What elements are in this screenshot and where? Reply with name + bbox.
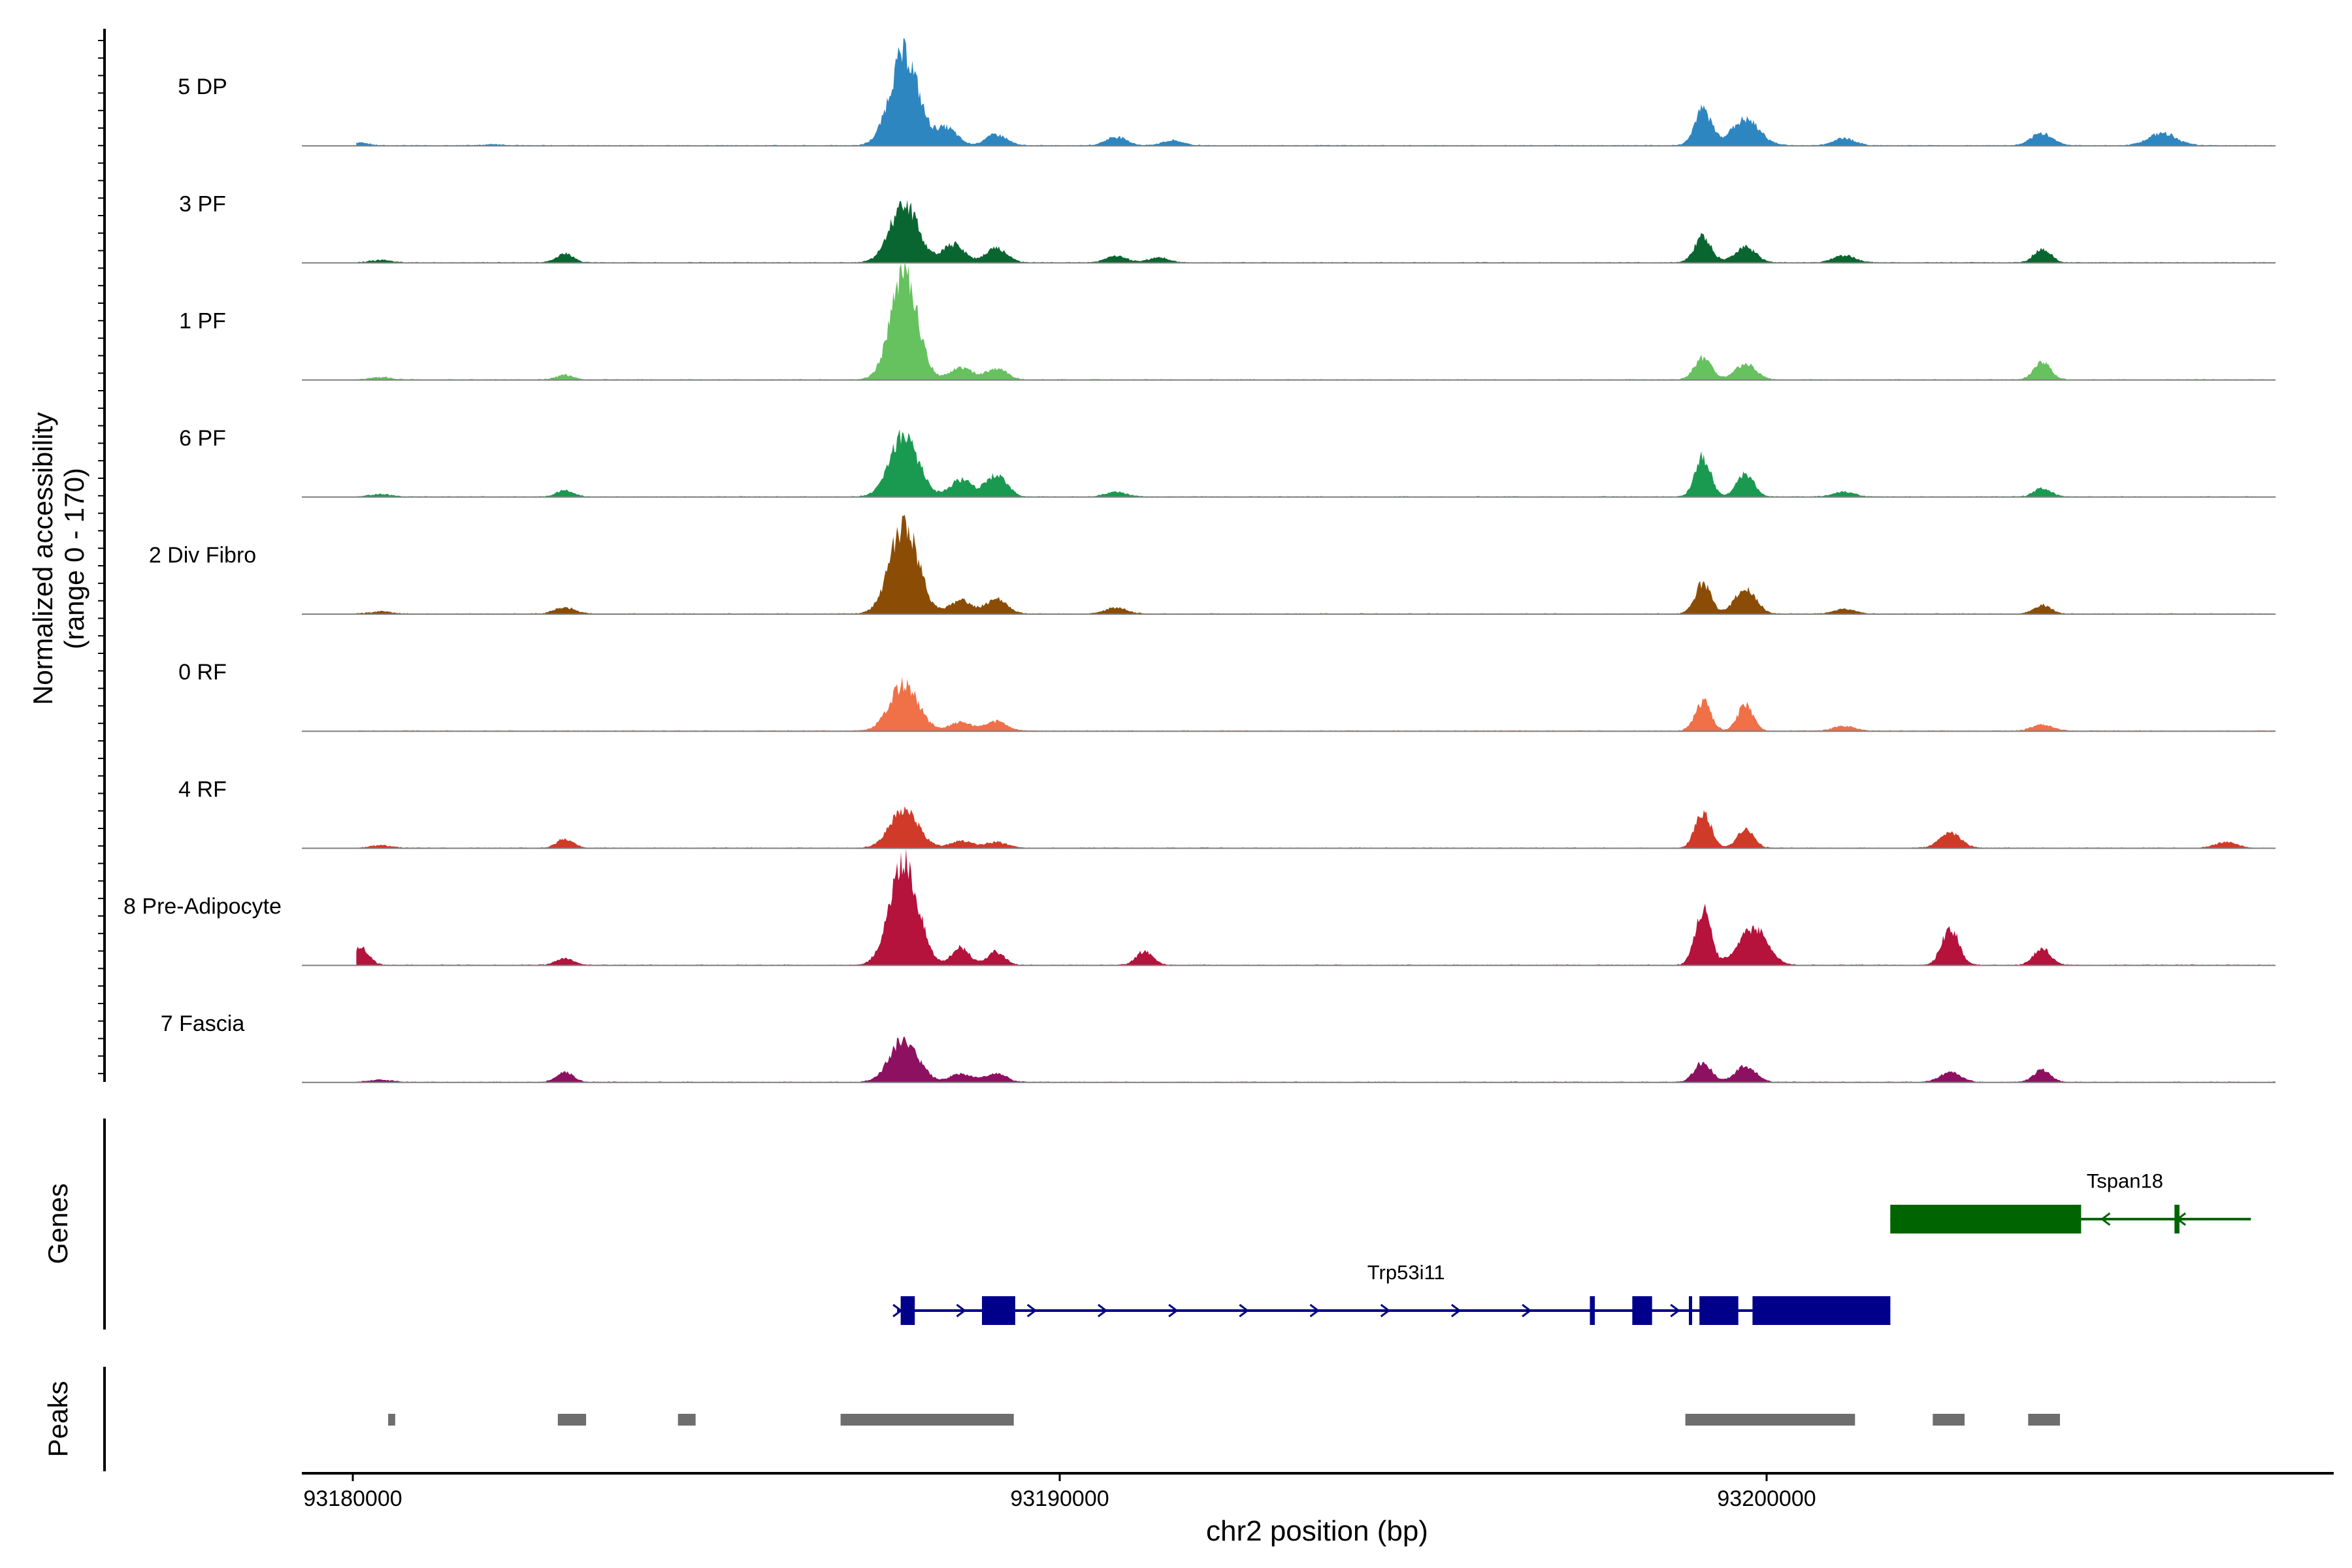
x-axis-tick-label: 93190000 [1010,1486,1109,1511]
gene-exon [1699,1296,1739,1325]
strand-chevron [1450,1303,1462,1318]
peak-region [1685,1414,1855,1426]
strand-chevron [1522,1303,1532,1318]
strand-chevron [2100,1212,2111,1226]
strand-chevron [1026,1303,1037,1318]
track-label: 1 PF [179,309,226,334]
peak-region [1933,1414,1965,1426]
track-label: 6 PF [179,426,226,451]
strand-chevron [1670,1303,1680,1318]
gene-track: Tspan18 Trp53i11 [892,1169,2251,1325]
gene-exon [982,1296,1015,1325]
peak-track [388,1414,2060,1426]
coverage-track: 7 Fascia [161,1011,2276,1083]
strand-chevron [956,1303,966,1318]
coverage-track: 4 RF [178,777,2276,849]
peak-region [840,1414,1014,1426]
strand-chevron [1380,1303,1391,1318]
track-label: 8 Pre-Adipocyte [123,894,282,919]
gene-exon [900,1296,915,1325]
gene-name-label: Trp53i11 [1367,1261,1445,1284]
y-axis-range-label: (range 0 - 170) [59,468,90,649]
track-label: 5 DP [178,74,227,99]
coverage-track: 8 Pre-Adipocyte [123,848,2276,966]
track-label: 2 Div Fibro [149,543,256,568]
gene-model: Trp53i11 [892,1261,1891,1325]
x-axis-tick-label: 93180000 [303,1486,402,1511]
gene-exon [1689,1296,1692,1325]
gene-model: Tspan18 [1890,1169,2251,1233]
x-axis-tick-label: 93200000 [1717,1486,1816,1511]
gene-name-label: Tspan18 [2087,1169,2163,1192]
coverage-track: 2 Div Fibro [149,515,2276,615]
track-label: 7 Fascia [161,1011,245,1036]
coverage-tracks: 5 DP 3 PF 1 PF 6 PF 2 Div Fibro 0 RF 4 RF 8 Pre… [123,38,2276,1083]
strand-chevron [892,1303,903,1318]
coverage-track: 6 PF [179,426,2276,498]
x-axis-ticks: 93180000 93190000 93200000 [303,1473,1816,1511]
coverage-track: 0 RF [178,660,2276,732]
coverage-track: 5 DP [178,38,2276,147]
peak-region [557,1414,587,1426]
track-label: 0 RF [178,660,227,685]
gene-exon [1632,1296,1652,1325]
coverage-track: 3 PF [179,191,2276,264]
genes-track-label: Genes [42,1183,73,1264]
strand-chevron [1705,1303,1716,1318]
strand-chevron [1168,1303,1179,1318]
gene-exon [1752,1296,1891,1325]
coverage-y-axis-ticks [98,40,105,1075]
strand-chevron [1098,1303,1108,1318]
peaks-track-label: Peaks [42,1381,73,1458]
y-axis-label: Normalized accessibility [27,412,58,705]
gene-exon [1890,1205,2082,1233]
coverage-track: 1 PF [179,261,2276,381]
strand-chevron [2176,1212,2187,1226]
strand-chevron [1239,1303,1249,1318]
peak-region [678,1414,696,1426]
x-axis-label: chr2 position (bp) [1206,1515,1428,1547]
track-label: 3 PF [179,191,226,216]
track-label: 4 RF [178,777,227,802]
peak-region [388,1414,395,1426]
gene-exon [1590,1296,1595,1325]
strand-chevron [1309,1303,1320,1318]
peak-region [2028,1414,2060,1426]
